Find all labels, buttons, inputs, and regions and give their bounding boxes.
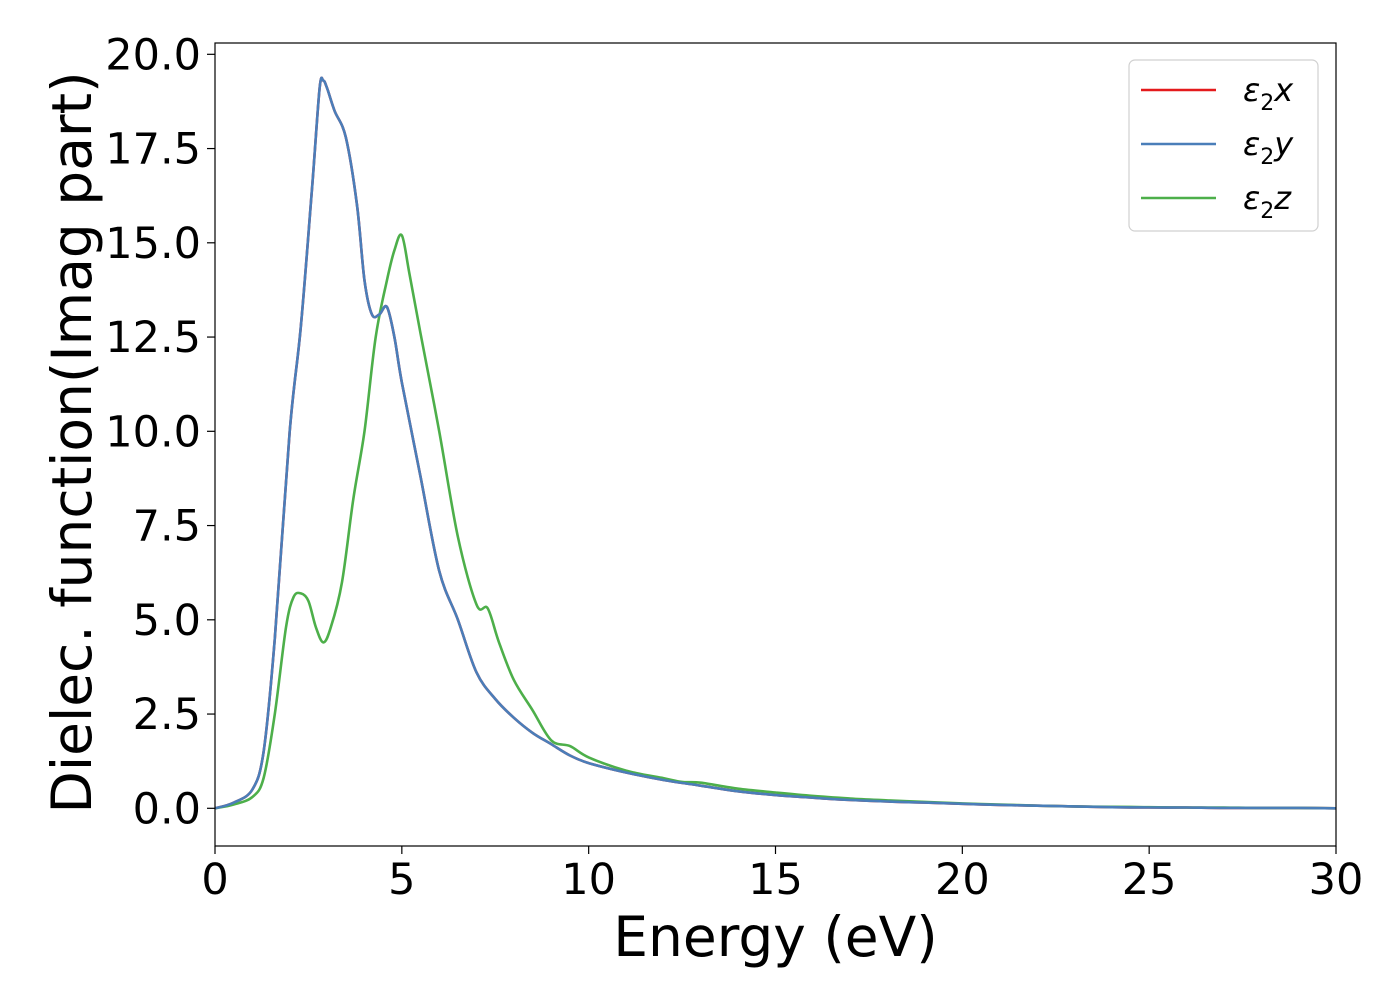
x-axis-title: Energy (eV) bbox=[613, 905, 937, 969]
x-axis-ticks: 0 5 10 15 20 25 30 bbox=[201, 846, 1363, 905]
legend-box bbox=[1128, 59, 1319, 232]
x-tick-label: 15 bbox=[748, 855, 803, 905]
x-tick-label: 25 bbox=[1122, 855, 1177, 905]
y-tick-label: 15.0 bbox=[105, 219, 201, 269]
series-layer bbox=[215, 76, 1336, 810]
x-tick-label: 5 bbox=[388, 855, 415, 905]
legend: ε2x ε2y ε2z bbox=[1128, 59, 1319, 232]
y-tick-label: 0.0 bbox=[133, 784, 201, 834]
x-tick-label: 10 bbox=[561, 855, 616, 905]
x-tick-label: 30 bbox=[1309, 855, 1364, 905]
y-tick-label: 17.5 bbox=[105, 125, 201, 175]
y-tick-label: 5.0 bbox=[133, 596, 201, 646]
y-axis-title: Dielec. function(Imag part) bbox=[40, 71, 104, 813]
y-tick-label: 7.5 bbox=[133, 502, 201, 552]
x-tick-label: 0 bbox=[201, 855, 228, 905]
legend-label-x: ε2x bbox=[1243, 71, 1294, 116]
legend-label-y: ε2y bbox=[1243, 125, 1294, 170]
y-tick-label: 10.0 bbox=[105, 407, 201, 457]
y-tick-label: 2.5 bbox=[133, 690, 201, 740]
y-tick-label: 12.5 bbox=[105, 313, 201, 363]
x-tick-label: 20 bbox=[935, 855, 990, 905]
series-line-y bbox=[215, 76, 1336, 810]
legend-label-z: ε2z bbox=[1243, 179, 1292, 224]
y-tick-label: 20.0 bbox=[105, 30, 201, 80]
y-axis-ticks: 0.0 2.5 5.0 7.5 10.0 12.5 15.0 17.5 20.0 bbox=[105, 30, 215, 834]
